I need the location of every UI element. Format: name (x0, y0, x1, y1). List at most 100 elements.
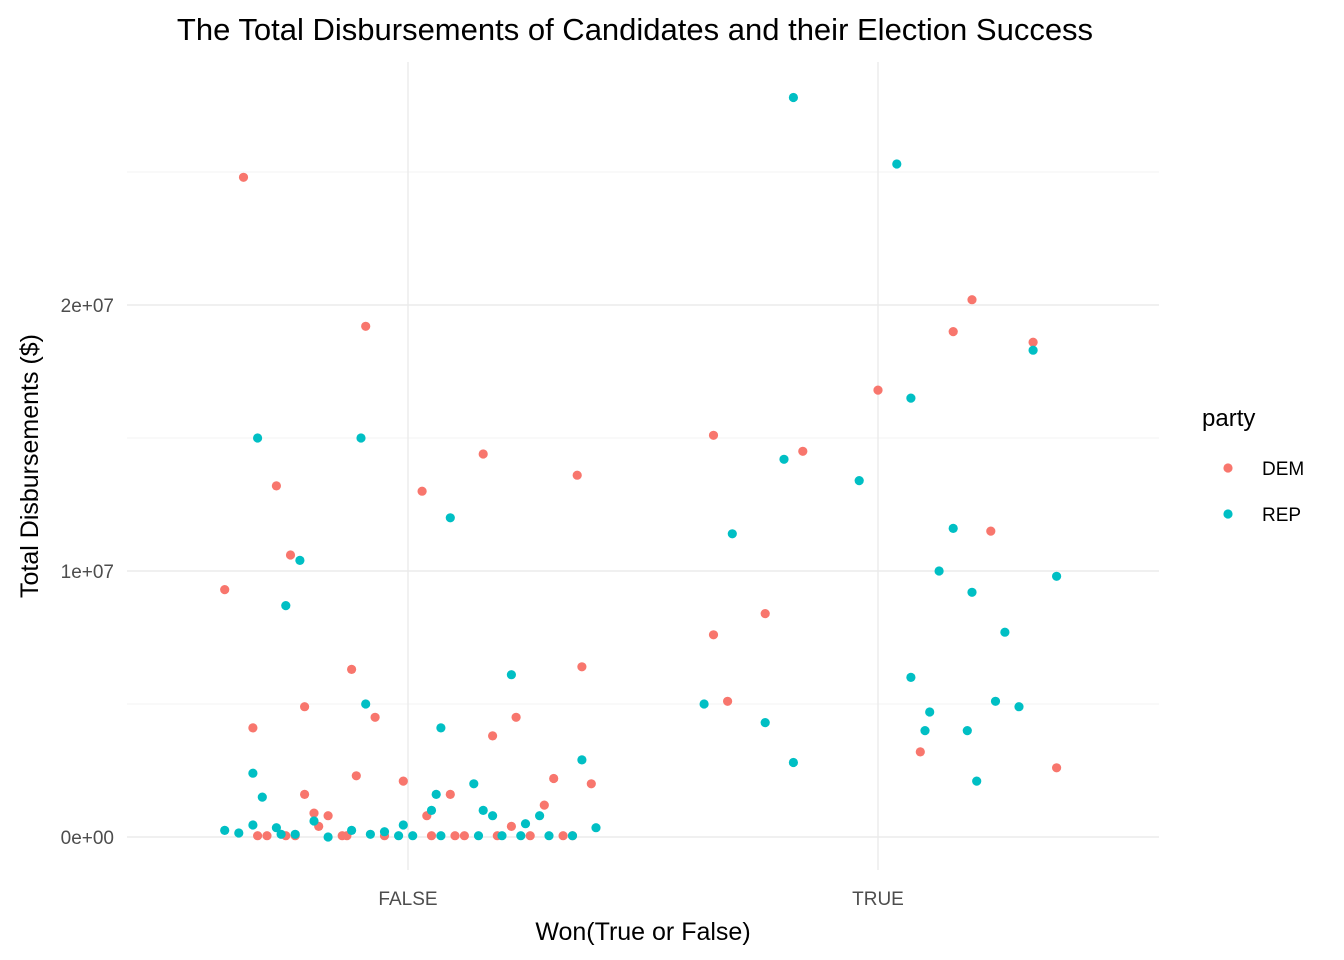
data-point (1028, 345, 1038, 355)
data-point (450, 831, 460, 841)
data-point (417, 486, 427, 496)
data-point (990, 696, 1001, 706)
data-point (426, 805, 437, 816)
data-point (760, 718, 770, 728)
data-point (238, 172, 249, 182)
data-point (408, 831, 418, 841)
data-point (257, 792, 267, 802)
data-point (699, 699, 709, 709)
data-point (1000, 627, 1010, 637)
data-point (478, 805, 488, 816)
data-point (516, 831, 526, 841)
data-point (948, 523, 958, 534)
data-point (469, 779, 479, 789)
data-point (478, 449, 488, 459)
data-point (535, 811, 545, 821)
legend-key-rep (1223, 509, 1233, 519)
data-point (925, 707, 935, 717)
data-point (967, 295, 977, 305)
data-point (723, 696, 733, 706)
data-point (986, 526, 996, 536)
data-point (708, 630, 719, 640)
data-point (309, 808, 319, 818)
data-point (892, 159, 902, 169)
data-point (708, 430, 719, 440)
chart-title: The Total Disbursements of Candidates an… (177, 12, 1093, 47)
legend-key-dem (1223, 463, 1233, 473)
y-axis-title: Total Disbursements ($) (16, 334, 44, 598)
data-point (788, 92, 799, 103)
data-point (727, 529, 737, 539)
data-point (549, 773, 559, 784)
y-tick-label: 2e+07 (61, 296, 114, 317)
data-point (365, 829, 375, 839)
data-point (271, 481, 281, 491)
data-point (220, 585, 230, 595)
data-point (300, 789, 310, 800)
data-point (788, 757, 799, 768)
data-point (1052, 571, 1062, 581)
data-point (1014, 702, 1024, 712)
data-point (281, 601, 291, 611)
data-point (347, 825, 357, 836)
data-point (253, 831, 263, 841)
data-point (934, 566, 944, 576)
data-point (398, 820, 408, 830)
legend-label: REP (1262, 505, 1301, 526)
data-point (572, 470, 582, 480)
x-tick-label: TRUE (852, 889, 904, 910)
grid-lines (127, 62, 1159, 870)
data-point (1028, 337, 1038, 347)
data-point (436, 831, 446, 841)
data-point (253, 433, 263, 443)
data-point (276, 829, 286, 839)
data-point (488, 731, 498, 741)
data-points (220, 92, 1062, 842)
data-point (544, 831, 554, 841)
y-tick-label: 0e+00 (61, 828, 114, 849)
data-point (445, 789, 455, 800)
data-point (347, 664, 357, 675)
y-tick-label: 1e+07 (61, 562, 114, 583)
data-point (262, 831, 272, 841)
data-point (300, 702, 310, 712)
y-axis-ticks: 0e+00 1e+07 2e+07 (61, 296, 114, 849)
data-point (920, 726, 930, 736)
data-point (948, 327, 958, 337)
data-point (361, 699, 371, 709)
data-point (525, 831, 535, 841)
data-point (473, 831, 484, 841)
data-point (873, 385, 883, 395)
data-point (323, 811, 333, 821)
data-point (220, 825, 230, 836)
data-point (1052, 763, 1062, 773)
data-point (271, 823, 281, 833)
x-axis-title: Won(True or False) (535, 918, 750, 946)
data-point (972, 776, 982, 786)
data-point (234, 828, 244, 838)
data-point (511, 712, 521, 722)
data-point (379, 827, 390, 837)
data-point (798, 446, 808, 456)
series-rep (220, 92, 1062, 842)
data-point (506, 670, 516, 680)
data-point (309, 816, 319, 826)
data-point (506, 821, 516, 832)
data-point (558, 831, 568, 841)
data-point (323, 832, 333, 842)
data-point (459, 831, 469, 841)
data-point (760, 609, 770, 619)
data-point (967, 587, 977, 597)
x-axis-ticks: FALSE TRUE (378, 889, 903, 910)
x-tick-label: FALSE (378, 889, 437, 910)
data-point (591, 823, 601, 833)
data-point (248, 820, 258, 830)
data-point (436, 723, 446, 733)
data-point (906, 672, 916, 683)
data-point (431, 789, 441, 800)
data-point (394, 831, 404, 841)
data-point (398, 776, 408, 786)
data-point (520, 819, 531, 829)
data-point (370, 712, 380, 722)
legend-label: DEM (1262, 459, 1304, 480)
